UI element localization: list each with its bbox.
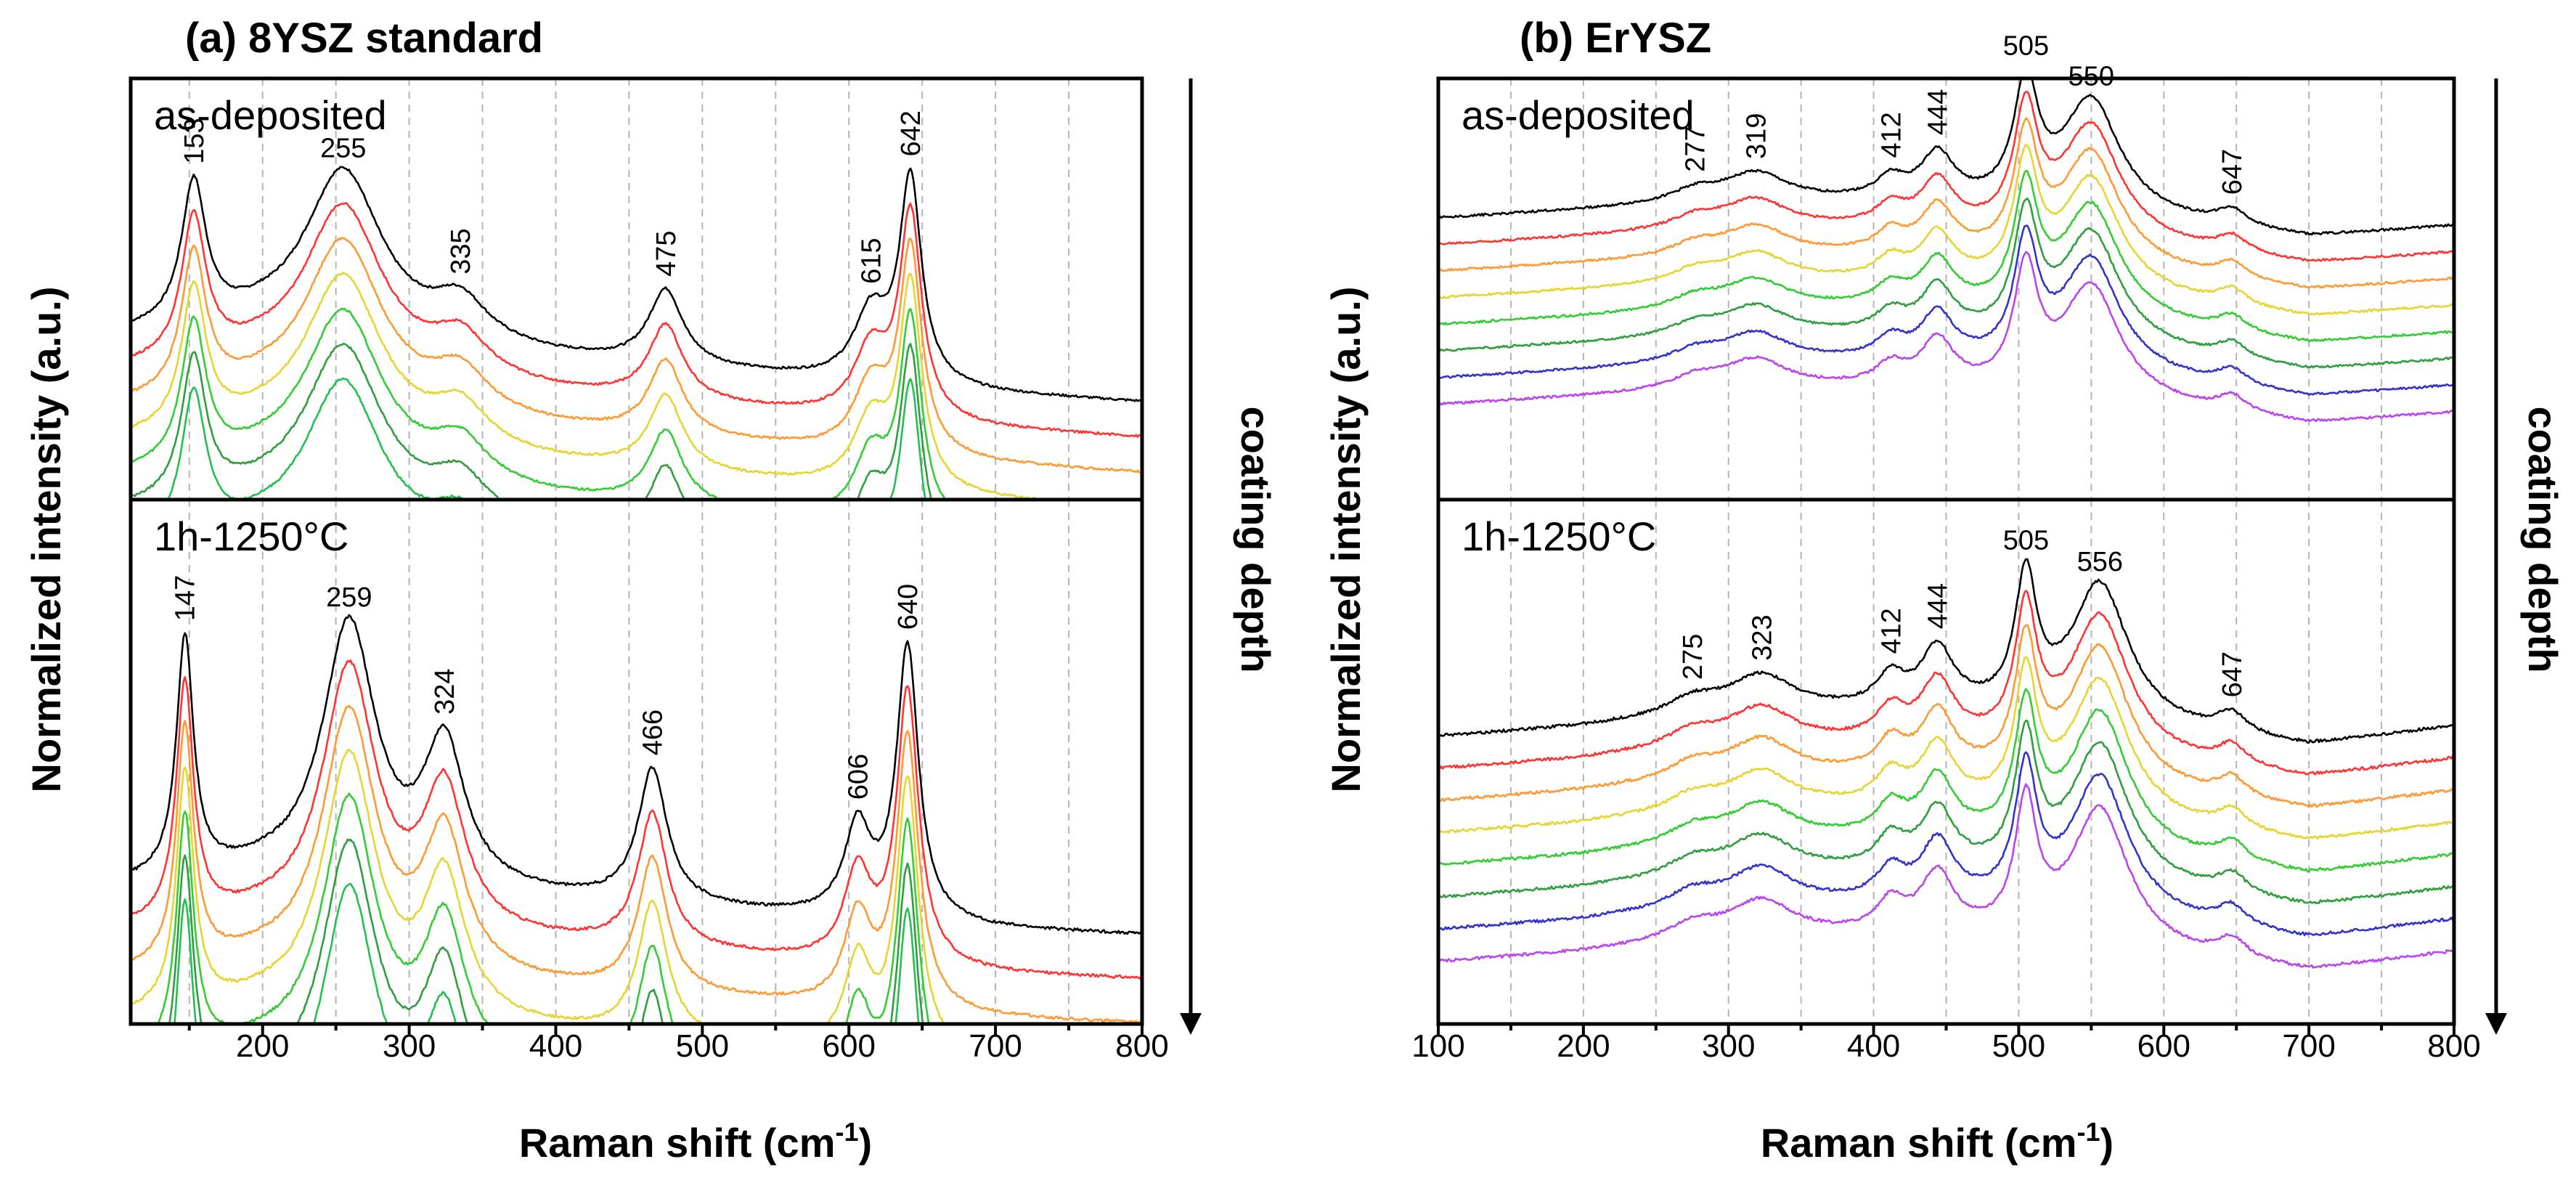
x-tick-label: 500 [1992, 1028, 2045, 1064]
panel-b-annealed-plot: 275 323 412 444 505 556 647 1h-1250°C [1438, 500, 2454, 1024]
x-tick-label: 200 [1557, 1028, 1610, 1064]
spectrum-line [131, 378, 1142, 614]
panel-a-title: (a) 8YSZ standard [185, 15, 543, 62]
panel-a-y-axis-label: Normalized intensity (a.u.) [23, 287, 69, 793]
spectrum-line [131, 273, 1142, 508]
spectrum-line [131, 615, 1142, 934]
x-tick-label: 800 [1115, 1028, 1168, 1064]
x-tick-label: 600 [823, 1028, 876, 1064]
condition-label: as-deposited [1462, 92, 1695, 138]
peak-label: 319 [1742, 113, 1772, 159]
peak-label: 412 [1877, 112, 1907, 158]
peak-label: 147 [171, 575, 201, 621]
peak-label: 505 [2003, 31, 2049, 61]
peak-label: 466 [638, 710, 669, 755]
spectrum-line [131, 840, 1142, 1158]
peak-label: 335 [446, 228, 476, 274]
panel-b-coating-depth-label: coating depth [2520, 406, 2566, 672]
x-tick-label: 700 [2282, 1028, 2335, 1064]
x-tick-label: 400 [529, 1028, 582, 1064]
x-tick-label: 700 [969, 1028, 1022, 1064]
spectrum-line [131, 309, 1142, 543]
panel-b-title: (b) ErYSZ [1520, 15, 1711, 62]
panel-b-x-axis-label: Raman shift (cm-1) [1761, 1117, 2114, 1166]
peak-label: 323 [1748, 614, 1778, 660]
condition-label: as-deposited [154, 92, 387, 138]
panel-a-8ysz: (a) 8YSZ standard Normalized intensity (… [23, 15, 1279, 1191]
x-tick-label: 500 [676, 1028, 729, 1064]
spectrum-line [131, 794, 1142, 1113]
panel-a-coating-depth-label: coating depth [1233, 406, 1279, 672]
peak-label: 505 [2003, 526, 2049, 556]
spectrum-line [131, 749, 1142, 1068]
peak-label: 444 [1923, 89, 1954, 135]
panel-b-erysz: (b) ErYSZ Normalized intensity (a.u.) Ra… [1323, 15, 2566, 1166]
x-tick-label: 300 [1702, 1028, 1755, 1064]
spectrum-line [131, 203, 1142, 437]
plot-frame [131, 78, 1142, 500]
spectra-group [131, 615, 1142, 1191]
panel-b-x-ticks: 100 200 300 400 500 600 700 800 [1411, 1024, 2480, 1064]
plot-frame [131, 500, 1142, 1024]
peak-label: 640 [893, 584, 924, 630]
spectrum-line [131, 237, 1142, 472]
peak-label: 606 [843, 754, 873, 800]
condition-label: 1h-1250°C [1462, 513, 1656, 559]
spectrum-line [131, 167, 1142, 402]
peak-label: 647 [2217, 149, 2248, 195]
condition-label: 1h-1250°C [154, 513, 349, 559]
spectrum-line [131, 660, 1142, 979]
panel-a-x-axis-label: Raman shift (cm-1) [519, 1117, 872, 1166]
x-tick-label: 300 [383, 1028, 436, 1064]
peak-label: 642 [896, 110, 926, 156]
peak-label: 255 [320, 134, 366, 164]
peak-label: 275 [1678, 634, 1708, 680]
peak-label: 556 [2077, 547, 2123, 577]
peak-label: 647 [2217, 651, 2248, 697]
panel-a-annealed-plot: 147 259 324 466 606 640 1h-1250°C [131, 500, 1142, 1191]
panel-b-y-axis-label: Normalized intensity (a.u.) [1323, 287, 1369, 793]
x-tick-label: 600 [2137, 1028, 2190, 1064]
peak-label: 259 [326, 582, 372, 613]
peak-label: 615 [857, 238, 887, 284]
peak-label: 324 [430, 668, 460, 714]
x-tick-label: 400 [1847, 1028, 1900, 1064]
peak-label: 475 [651, 230, 682, 276]
spectrum-line [131, 706, 1142, 1023]
panel-a-x-ticks: 200 300 400 500 600 700 800 [189, 1024, 1169, 1064]
x-tick-label: 200 [236, 1028, 289, 1064]
peak-label: 412 [1877, 608, 1907, 654]
x-tick-label: 800 [2427, 1028, 2480, 1064]
x-tick-label: 100 [1411, 1028, 1464, 1064]
raman-figure: (a) 8YSZ standard Normalized intensity (… [0, 0, 2576, 1191]
peak-label: 444 [1923, 583, 1954, 629]
